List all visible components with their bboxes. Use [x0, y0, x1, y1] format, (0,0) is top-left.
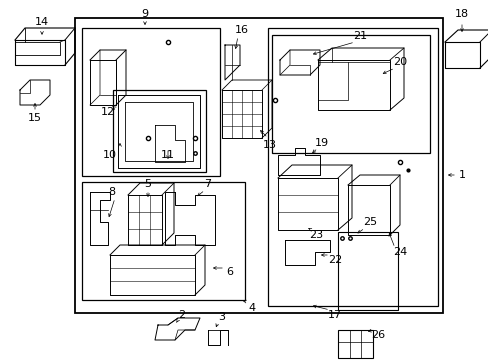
Text: 26: 26: [370, 330, 384, 340]
Text: 18: 18: [454, 9, 468, 19]
Text: 23: 23: [308, 230, 323, 240]
Bar: [113, 90, 205, 172]
Bar: [337, 330, 372, 358]
Text: 19: 19: [314, 138, 328, 148]
Text: 6: 6: [226, 267, 233, 277]
Text: 15: 15: [28, 113, 42, 123]
Text: 21: 21: [352, 31, 366, 41]
Text: 20: 20: [392, 57, 406, 67]
Text: 2: 2: [178, 310, 185, 320]
Text: 9: 9: [141, 9, 148, 19]
Text: 3: 3: [218, 312, 225, 322]
Text: 12: 12: [101, 107, 115, 117]
Text: 17: 17: [327, 310, 342, 320]
Bar: [267, 28, 437, 306]
Text: 4: 4: [248, 303, 255, 313]
Bar: [82, 28, 220, 176]
Text: 5: 5: [144, 179, 151, 189]
Bar: [271, 35, 429, 153]
Text: 10: 10: [103, 150, 117, 160]
Bar: [337, 232, 397, 310]
Text: 8: 8: [108, 187, 115, 197]
Text: 16: 16: [235, 25, 248, 35]
Text: 25: 25: [362, 217, 376, 227]
Text: 11: 11: [161, 150, 175, 160]
Bar: [82, 182, 244, 300]
Text: 14: 14: [35, 17, 49, 27]
Text: 7: 7: [204, 179, 211, 189]
Text: 24: 24: [392, 247, 407, 257]
Text: 22: 22: [327, 255, 342, 265]
Bar: [75, 18, 442, 313]
Text: 1: 1: [458, 170, 465, 180]
Text: 13: 13: [263, 140, 276, 150]
